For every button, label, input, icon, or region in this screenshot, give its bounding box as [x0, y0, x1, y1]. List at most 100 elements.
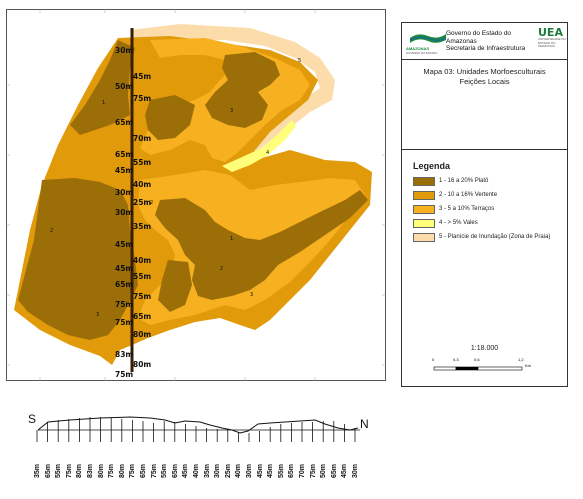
transect-elevation-label: 75m — [115, 300, 134, 309]
transect-elevation-label: 70m — [133, 134, 152, 143]
scale-tick-2: 0,6 — [474, 357, 480, 362]
scale-ratio: 1:18.000 — [470, 345, 499, 352]
legend-swatch — [413, 190, 435, 200]
profile-elevation-label: 70m — [299, 463, 306, 478]
separator — [402, 149, 567, 150]
transect-elevation-label: 75m — [133, 292, 152, 301]
legend-label: 5 - Planície de Inundação (Zona de Praia… — [439, 234, 551, 240]
scale-bar — [433, 366, 523, 371]
transect-elevation-label: 65m — [115, 280, 134, 289]
transect-elevation-label: 30m — [115, 188, 134, 197]
transect-elevation-label: 30m — [115, 46, 134, 55]
profile-elevation-label: 80m — [118, 463, 126, 478]
profile-end-label: N — [360, 417, 369, 431]
scale-unit: Km — [525, 363, 531, 368]
profile-elevation-label: 35m — [34, 463, 41, 478]
legend-item: 5 - Planície de Inundação (Zona de Praia… — [413, 232, 550, 242]
legend-item: 2 - 10 a 16% Vertente — [413, 190, 497, 200]
profile-elevation-label: 45m — [256, 463, 264, 478]
unit-number-label: 2 — [50, 228, 54, 234]
profile-elevation-label: 55m — [161, 463, 169, 478]
unit-plato — [18, 40, 368, 340]
profile-elevation-label: 55m — [277, 463, 285, 478]
legend-swatch — [413, 204, 435, 214]
scale-tick-0: 0 — [432, 357, 435, 362]
map-title-line-1: Mapa 03: Unidades Morfoesculturais — [423, 67, 546, 76]
profile-start-label: S — [28, 412, 37, 426]
profile-elevation-label: 40m — [235, 463, 243, 478]
transect-elevation-label: 55m — [133, 272, 152, 281]
legend-title: Legenda — [413, 161, 451, 171]
transect-elevation-label: 35m — [133, 222, 152, 231]
profile-elevation-label: 30m — [246, 463, 253, 478]
logo-left-sub: GOVERNO DO ESTADO — [406, 51, 438, 55]
legend-label: 4 - > 5% Vales — [439, 220, 478, 226]
legend-panel: AMAZONAS GOVERNO DO ESTADO Governo do Es… — [401, 22, 568, 387]
scale-tick-1: 0,3 — [453, 357, 459, 362]
profile-elevation-label: 65m — [288, 463, 296, 478]
profile-elevation-label: 30m — [352, 463, 359, 478]
transect-elevation-label: 80m — [133, 360, 152, 369]
scale-tick-3: 1,2 — [518, 357, 524, 362]
profile-elevation-label: 65m — [171, 463, 179, 478]
profile-elevation-label: 65m — [330, 463, 338, 478]
transect-elevation-label: 30m — [115, 208, 134, 217]
profile-elevation-label: 55m — [55, 463, 63, 478]
transect-elevation-label: 75m — [115, 370, 134, 379]
uea-text: UEA — [538, 26, 563, 39]
profile-elevation-label: 83m — [87, 463, 94, 478]
transect-elevation-label: 65m — [115, 118, 134, 127]
profile-elevation-label: 75m — [129, 463, 137, 478]
transect-elevation-label: 65m — [115, 150, 134, 159]
unit-number-label: 1 — [102, 100, 106, 106]
profile-elevation-label: 50m — [320, 463, 328, 478]
uea-sub: UNIVERSIDADE DO ESTADO DO AMAZONAS — [538, 37, 566, 48]
profile-elevation-label: 80m — [76, 463, 84, 478]
unit-number-label: 5 — [298, 58, 302, 64]
profile-elevation-label: 65m — [140, 463, 147, 478]
profile-elevation-label: 75m — [108, 463, 116, 478]
legend-label: 2 - 10 a 16% Vertente — [439, 192, 498, 198]
profile-elevation-label: 45m — [341, 463, 349, 478]
profile-elevation-label: 35m — [203, 463, 211, 478]
transect-elevation-label: 45m — [115, 166, 134, 175]
transect-elevation-label: 50m — [115, 82, 134, 91]
unit-number-label: 3 — [250, 292, 254, 298]
map-title-line-2: Feições Locais — [459, 77, 510, 86]
gov-line-2: Secretaria de Infraestrutura — [446, 45, 526, 52]
government-heading: Governo do Estado do Amazonas Secretaria… — [446, 30, 526, 53]
unit-number-label: 1 — [230, 236, 234, 242]
profile-elevation-label: 45m — [182, 463, 190, 478]
transect-elevation-label: 45m — [133, 72, 152, 81]
legend-label: 1 - 16 a 20% Platô — [439, 178, 489, 184]
legend-item: 3 - 5 a 10% Terraços — [413, 204, 494, 214]
separator — [402, 59, 567, 60]
legend-item: 4 - > 5% Vales — [413, 218, 478, 228]
profile-elevation-label: 25m — [224, 463, 232, 478]
transect-elevation-label: 80m — [133, 330, 152, 339]
amazonas-logo — [409, 34, 447, 43]
profile-elevation-label: 40m — [193, 463, 200, 478]
legend-swatch — [413, 218, 435, 228]
unit-number-label: 3 — [96, 312, 100, 318]
unit-number-label: 2 — [150, 200, 154, 206]
profile-elevation-label: 75m — [150, 463, 158, 478]
profile-elevation-label: 80m — [97, 463, 105, 478]
transect-elevation-label: 75m — [115, 318, 134, 327]
profile-elevation-label: 30m — [214, 463, 222, 478]
logo-left-text: AMAZONAS — [406, 46, 430, 51]
legend-label: 3 - 5 a 10% Terraços — [439, 206, 495, 212]
transect-elevation-label: 25m — [133, 198, 152, 207]
unit-number-label: 2 — [220, 266, 224, 272]
profile-elevation-label: 45m — [267, 463, 275, 478]
unit-number-label: 1 — [130, 100, 134, 106]
transect-elevation-label: 75m — [133, 94, 152, 103]
transect-elevation-label: 45m — [115, 240, 134, 249]
legend-item: 1 - 16 a 20% Platô — [413, 176, 488, 186]
profile-elevation-label: 75m — [65, 463, 73, 478]
unit-number-label: 4 — [266, 150, 270, 156]
transect-elevation-label: 55m — [133, 158, 152, 167]
profile-elevation-label: 75m — [309, 463, 317, 478]
